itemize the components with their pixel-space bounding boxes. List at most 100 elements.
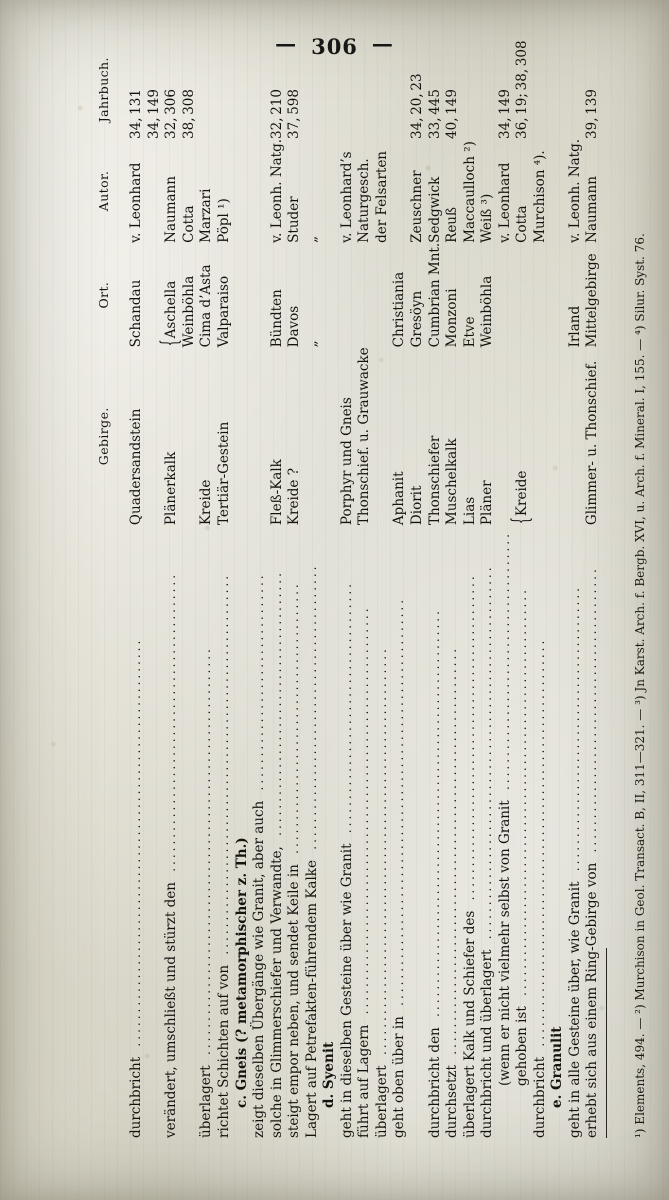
column-header-gebirge: Gebirge. — [96, 407, 111, 466]
cell-jahrbuch — [251, 40, 269, 139]
table-row: (wenn er nicht vielmehr selbst von Grani… — [497, 40, 515, 1138]
section-heading: d. Syenit — [321, 1041, 338, 1108]
cell-description: geht in alle Gesteine über, wie Granit .… — [567, 525, 585, 1138]
cell-jahrbuch — [567, 40, 585, 139]
description-text: geht in alle Gesteine über, wie Granit .… — [567, 525, 585, 1138]
cell-autor-text: Studer — [286, 196, 303, 243]
cell-jahrbuch-text: 40, 149 — [444, 89, 461, 139]
cell-description: überlagert Kalk und Schiefer des .......… — [462, 525, 480, 1138]
description-text: überlagert Kalk und Schiefer des .......… — [462, 525, 480, 1138]
description-text: durchsetzt .............................… — [444, 525, 462, 1138]
cell-gebirge: Fleß-Kalk — [269, 347, 287, 525]
description-text: (wenn er nicht vielmehr selbst von Grani… — [497, 525, 515, 1138]
cell-autor: Naturgesch. — [356, 139, 374, 243]
page-number: 306 — [311, 34, 358, 59]
geology-table: Gebirge. Ort. Autor. Jahrbuch. durchbric… — [96, 40, 602, 1138]
cell-ort-text: Mittelgebirge — [584, 253, 601, 348]
cell-gebirge — [321, 347, 339, 525]
table-row: e. Granulit — [549, 40, 567, 1138]
cell-ort-text: Valparaiso — [215, 275, 232, 348]
cell-autor-text: v. Leonh. Natg. — [566, 138, 583, 243]
cell-description: Lagert auf Petrefakten-führendem Kalke .… — [304, 525, 322, 1138]
cell-ort — [251, 243, 269, 348]
cell-description: durchbricht den ........................… — [427, 525, 445, 1138]
cell-ort — [514, 243, 532, 348]
table-row: überlagert .............................… — [198, 40, 216, 1138]
cell-gebirge-text: Plänerkalk — [163, 451, 180, 526]
cell-autor — [146, 139, 164, 243]
cell-autor: v. Leonh. Natg. — [269, 139, 287, 243]
description-text: verändert, umschließt und stürzt den ...… — [163, 525, 181, 1138]
table-row: durchbricht ............................… — [128, 40, 146, 1138]
cell-ort: Irland — [567, 243, 585, 348]
cell-ort: Monzoni — [444, 243, 462, 347]
table-row: Diorit Gresöyn Zeuschner 34, 20, 23 — [409, 40, 427, 1138]
cell-gebirge: Aphanit — [391, 347, 409, 525]
cell-autor-text: Naumann — [584, 176, 601, 243]
table-row: verändert, umschließt und stürzt den ...… — [156, 40, 183, 1138]
cell-description: durchbricht ............................… — [532, 525, 550, 1138]
cell-jahrbuch-text: 34, 20, 23 — [409, 73, 425, 139]
leader-dots: ........................................… — [129, 637, 144, 1047]
cell-autor: Naumann — [163, 139, 181, 243]
cell-jahrbuch: 39, 139 — [584, 40, 602, 139]
cell-gebirge: Kreide — [198, 347, 216, 525]
cell-description: überlagert .............................… — [374, 525, 392, 1138]
cell-ort — [549, 243, 567, 348]
cell-autor: Reuß — [444, 139, 462, 243]
cell-gebirge-text: Fleß-Kalk — [268, 459, 285, 526]
description-text: geht oben über in ......................… — [391, 525, 409, 1138]
cell-gebirge: Diorit — [409, 347, 427, 525]
cell-gebirge-text: Tertiär-Gestein — [215, 421, 232, 526]
cell-jahrbuch-text: 36, 19; 38, 308 — [514, 40, 531, 139]
cell-autor-text: Reuß — [444, 206, 461, 243]
cell-ort: „ — [304, 243, 322, 347]
cell-jahrbuch-text: 39, 139 — [584, 89, 601, 139]
cell-gebirge: Pläner — [479, 347, 497, 525]
description-text: gehoben ist ............................… — [514, 525, 532, 1138]
cell-ort-text: Irland — [566, 305, 583, 348]
column-header-jahrbuch: Jahrbuch. — [96, 57, 111, 123]
description-text: führt auf Lagern .......................… — [356, 525, 374, 1138]
cell-description: durchsetzt .............................… — [444, 525, 462, 1138]
cell-jahrbuch: 34, 149 — [146, 40, 164, 139]
cell-gebirge — [234, 347, 252, 525]
cell-autor-text: Pöpl ¹) — [215, 198, 232, 243]
cell-gebirge: Porphyr und Gneis — [339, 347, 357, 525]
table-row: geht oben über in ......................… — [391, 40, 409, 1138]
cell-ort — [356, 243, 374, 348]
description-text: steigt empor neben, und sendet Keile in … — [286, 525, 304, 1138]
cell-ort — [532, 243, 550, 348]
cell-autor: Naumann — [584, 139, 602, 243]
table-row: überlagert Kalk und Schiefer des .......… — [462, 40, 480, 1138]
description-text: zeigt dieselben Übergänge wie Granit, ab… — [251, 525, 269, 1138]
cell-ort-text: Cima d’Asta — [198, 264, 215, 348]
cell-autor: Sedgwick — [427, 139, 445, 243]
cell-jahrbuch — [549, 40, 567, 139]
cell-jahrbuch-text: 32, 210 — [268, 89, 285, 139]
cell-gebirge-text: Thonschiefer — [426, 435, 443, 526]
cell-autor-text: Cotta — [180, 205, 197, 243]
cell-description: erhebt sich aus einem Ring-Gebirge von .… — [584, 525, 602, 1138]
cell-jahrbuch — [374, 40, 392, 139]
description-text: durchbricht und überlagert .............… — [479, 525, 497, 1138]
cell-ort-text: Schandau — [128, 279, 145, 348]
cell-autor-text: Sedgwick — [426, 176, 443, 243]
leader-dots: ........................................… — [216, 572, 231, 955]
description-text: überlagert .............................… — [374, 525, 392, 1138]
table-row: steigt empor neben, und sendet Keile in … — [286, 40, 304, 1138]
description-text: überlagert .............................… — [198, 525, 216, 1138]
cell-gebirge — [497, 347, 515, 525]
cell-gebirge — [251, 347, 269, 525]
table-row: durchbricht und überlagert .............… — [479, 40, 497, 1138]
cell-gebirge — [532, 347, 550, 525]
leader-dots: ........................................… — [164, 571, 179, 872]
cell-jahrbuch — [216, 40, 234, 139]
cell-jahrbuch — [462, 40, 480, 139]
table-row: geht in dieselben Gesteine über wie Gran… — [339, 40, 357, 1138]
cell-autor-text: v. Leonhard’s — [338, 151, 355, 243]
table-row: solche in Glimmerschiefer und Verwandte,… — [269, 40, 287, 1138]
cell-ort-text: Davos — [286, 305, 303, 348]
